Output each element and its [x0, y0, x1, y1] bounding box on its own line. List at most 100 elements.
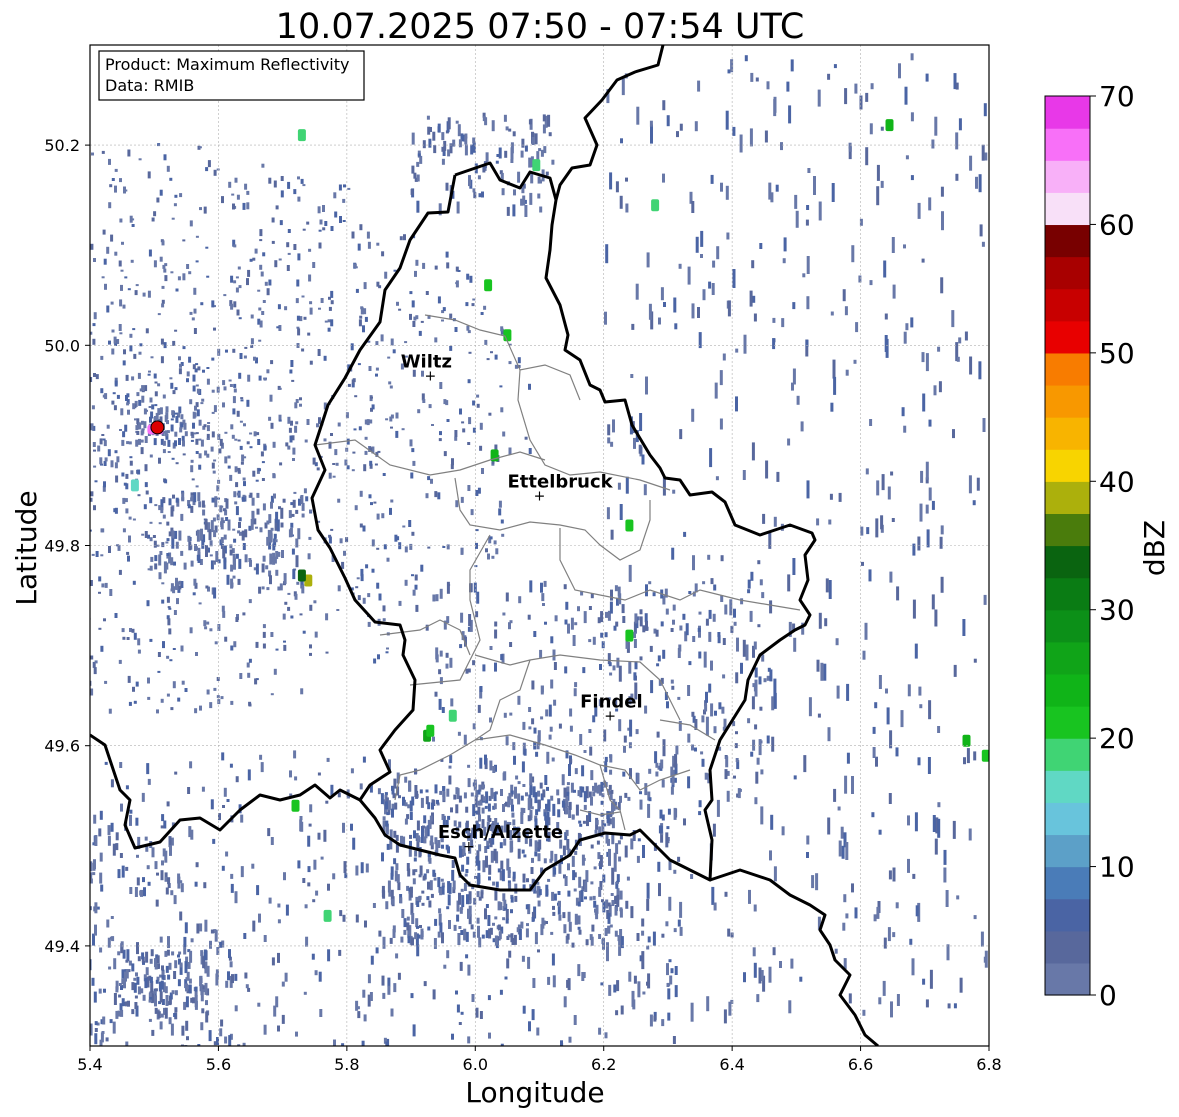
echo-pixel — [86, 864, 89, 874]
echo-pixel — [3, 193, 6, 195]
echo-pixel — [61, 530, 64, 535]
echo-pixel — [479, 1011, 483, 1019]
echo-pixel — [471, 303, 475, 307]
echo-pixel — [149, 958, 153, 964]
echo-pixel — [547, 878, 551, 882]
echo-pixel — [608, 848, 611, 866]
echo-pixel — [468, 417, 472, 425]
echo-pixel — [154, 964, 158, 970]
echo-pixel — [725, 756, 729, 768]
echo-pixel — [119, 1003, 123, 1011]
echo-pixel — [194, 708, 198, 714]
echo-pixel — [740, 598, 744, 605]
echo-pixel — [120, 943, 124, 954]
echo-pixel — [406, 916, 410, 921]
echo-pixel — [464, 636, 467, 647]
echo-pixel — [333, 192, 337, 199]
echo-pixel — [386, 812, 390, 816]
echo-pixel — [244, 554, 248, 563]
echo-pixel — [129, 456, 133, 459]
echo-pixel — [451, 869, 455, 881]
echo-pixel — [161, 1058, 164, 1068]
echo-pixel — [89, 1111, 92, 1115]
echo-pixel — [566, 839, 570, 850]
echo-pixel — [87, 217, 90, 223]
echo-pixel — [419, 865, 423, 876]
echo-pixel — [202, 985, 206, 990]
echo-pixel — [408, 781, 412, 792]
echo-pixel — [94, 902, 98, 914]
echo-pixel — [248, 658, 252, 663]
echo-pixel — [527, 798, 531, 811]
echo-pixel — [246, 202, 250, 210]
echo-pixel — [391, 785, 394, 791]
echo-pixel — [144, 978, 148, 989]
echo-pixel — [16, 297, 19, 299]
echo-pixel — [318, 229, 322, 232]
echo-pixel — [647, 1063, 650, 1068]
echo-pixel — [49, 872, 52, 882]
echo-pixel — [131, 218, 135, 221]
echo-pixel — [10, 487, 13, 490]
echo-pixel — [67, 458, 70, 462]
echo-pixel — [100, 355, 104, 360]
echo-pixel — [884, 335, 888, 352]
echo-pixel — [445, 400, 449, 406]
echo-pixel — [53, 899, 56, 907]
echo-pixel — [229, 1033, 233, 1040]
echo-pixel — [483, 826, 487, 836]
echo-pixel — [425, 789, 429, 793]
echo-pixel — [170, 707, 174, 711]
echo-pixel — [235, 553, 239, 559]
echo-pixel — [15, 624, 18, 626]
echo-pixel — [865, 92, 869, 102]
echo-pixel — [182, 453, 186, 456]
echo-pixel — [531, 911, 535, 921]
echo-pixel — [230, 424, 234, 430]
echo-pixel — [59, 827, 62, 835]
colorbar-segment — [1045, 128, 1090, 161]
echo-pixel — [968, 475, 972, 494]
echo-pixel — [299, 613, 303, 616]
echo-pixel — [355, 1000, 359, 1011]
echo-pixel — [284, 972, 288, 982]
echo-pixel — [937, 726, 941, 733]
echo-pixel — [473, 582, 477, 593]
echo-pixel — [455, 804, 459, 814]
echo-pixel — [177, 954, 180, 958]
echo-pixel — [301, 348, 305, 352]
echo-pixel — [258, 586, 262, 594]
echo-pixel — [306, 221, 310, 225]
echo-pixel — [223, 787, 227, 797]
echo-pixel — [415, 933, 419, 946]
echo-pixel — [65, 492, 68, 495]
echo-pixel — [489, 536, 493, 540]
echo-pixel — [710, 578, 714, 585]
echo-pixel — [803, 755, 807, 773]
echo-pixel — [257, 318, 261, 325]
echo-pixel — [73, 586, 76, 592]
echo-pixel — [677, 919, 681, 927]
echo-pixel — [632, 830, 636, 841]
echo-pixel — [141, 390, 145, 393]
echo-pixel — [600, 800, 604, 805]
precipitation-cell — [297, 569, 306, 582]
echo-pixel — [574, 622, 578, 626]
echo-pixel — [174, 194, 178, 198]
echo-pixel — [956, 895, 960, 900]
echo-pixel — [393, 778, 397, 789]
precipitation-cell — [426, 724, 435, 737]
echo-pixel — [147, 290, 151, 298]
echo-pixel — [533, 727, 537, 734]
echo-pixel — [296, 315, 300, 321]
echo-pixel — [231, 434, 235, 439]
echo-pixel — [441, 132, 445, 141]
echo-pixel — [46, 856, 49, 863]
echo-pixel — [644, 613, 648, 623]
echo-pixel — [381, 975, 385, 986]
echo-pixel — [373, 658, 377, 664]
echo-pixel — [303, 488, 307, 494]
echo-pixel — [476, 591, 480, 604]
echo-pixel — [870, 83, 874, 90]
echo-pixel — [49, 390, 52, 395]
